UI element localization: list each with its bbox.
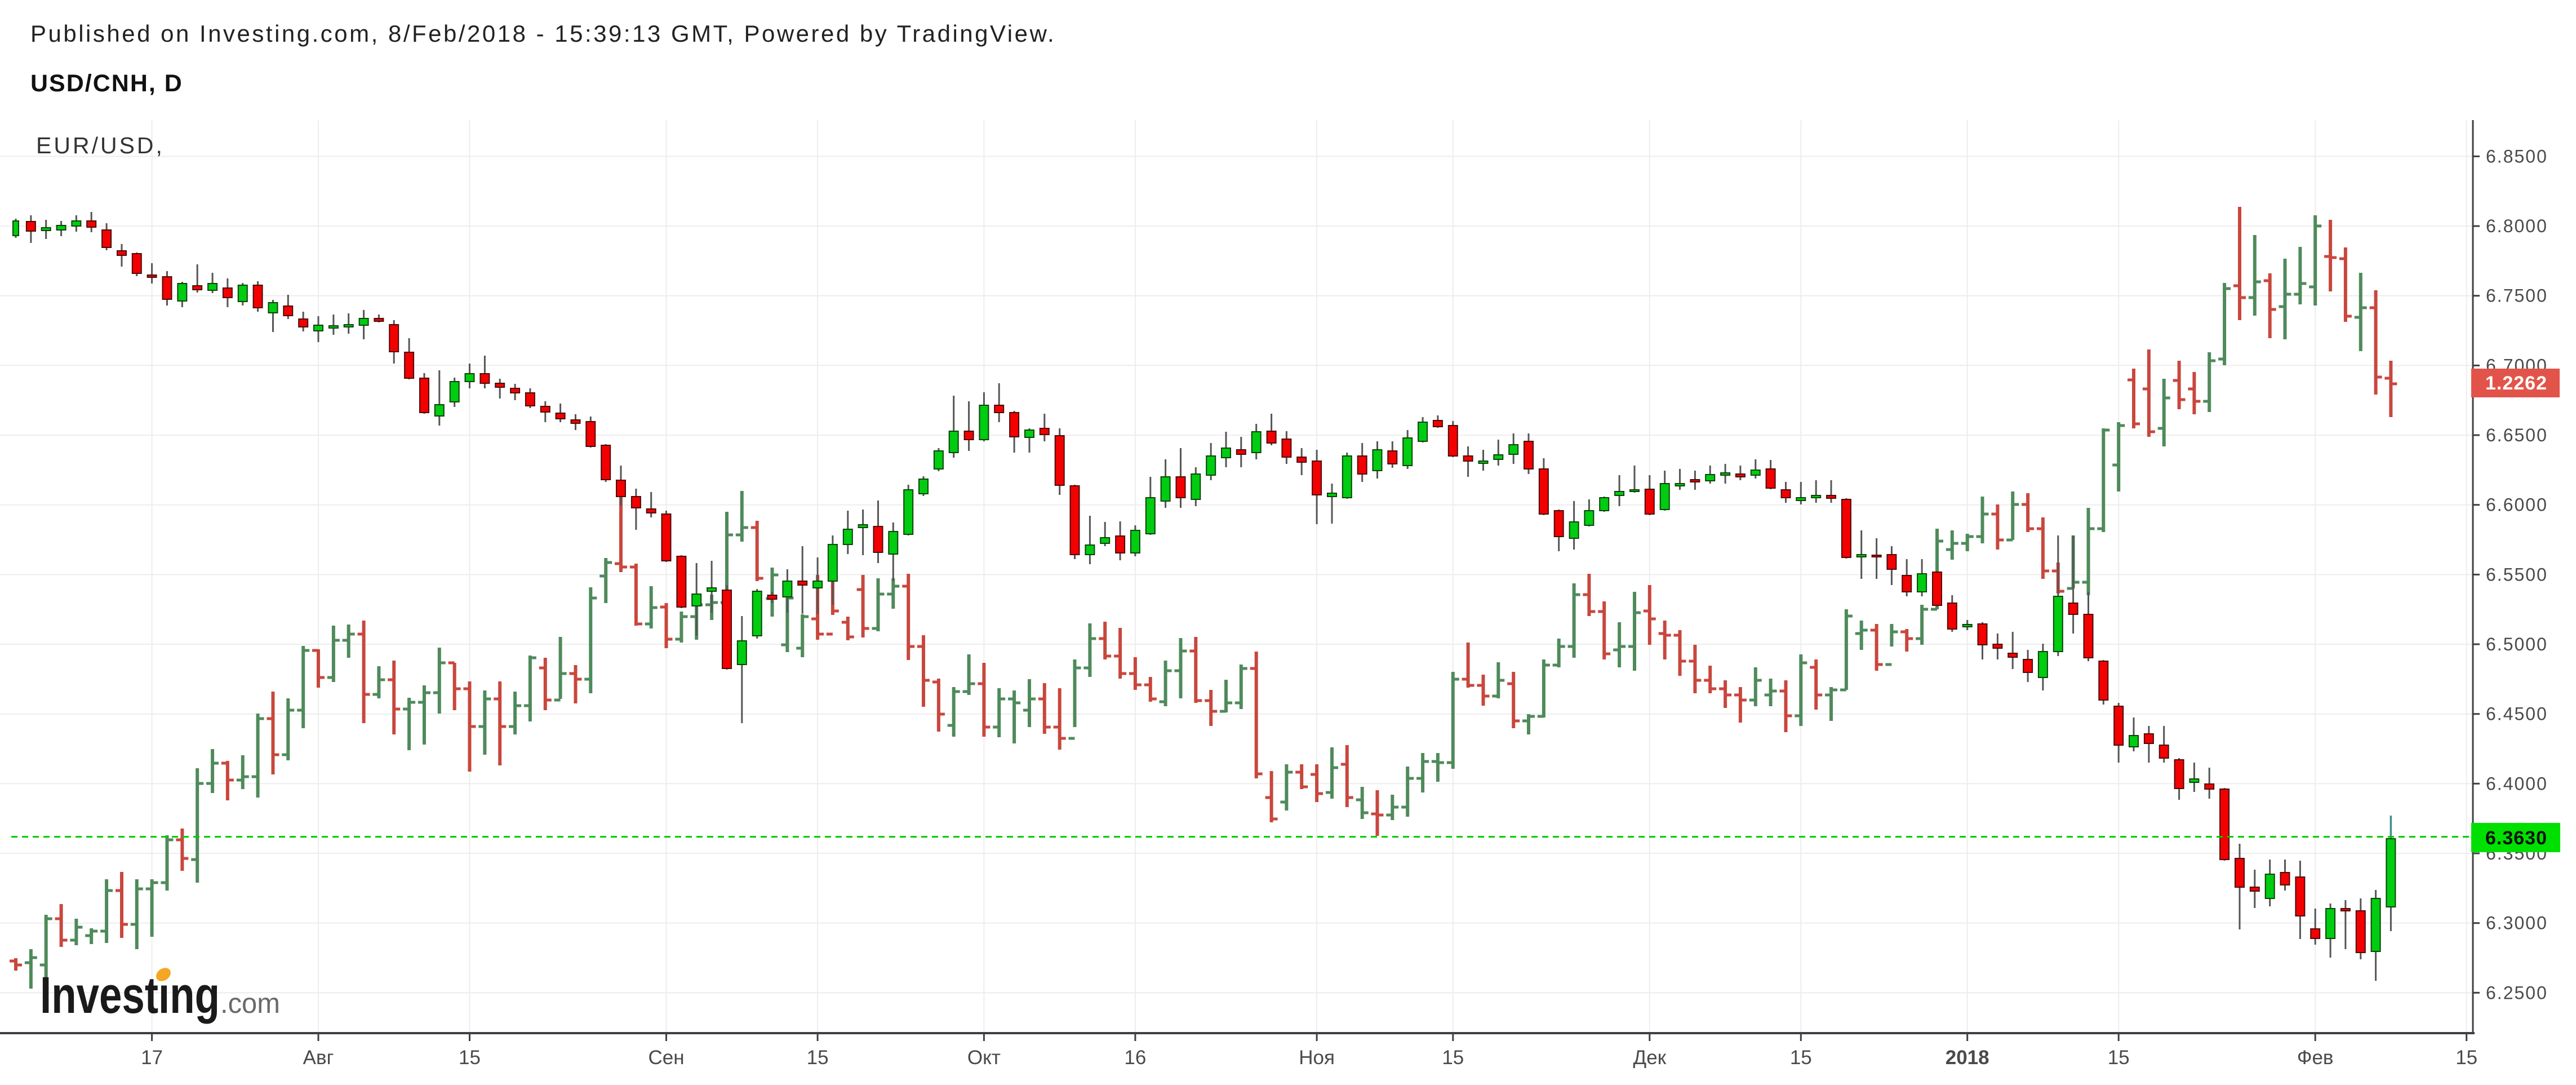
svg-text:15: 15 (2455, 1047, 2477, 1069)
svg-text:6.4000: 6.4000 (2486, 773, 2548, 794)
svg-text:6.6500: 6.6500 (2486, 425, 2548, 445)
svg-text:15: 15 (2108, 1047, 2130, 1069)
svg-text:15: 15 (459, 1047, 481, 1069)
svg-text:15: 15 (807, 1047, 829, 1069)
svg-text:.com: .com (220, 987, 280, 1019)
svg-text:6.8500: 6.8500 (2486, 146, 2548, 166)
svg-text:EUR/USD,: EUR/USD, (36, 132, 165, 158)
svg-text:1.2262: 1.2262 (2485, 373, 2547, 394)
svg-text:Ноя: Ноя (1299, 1047, 1335, 1069)
svg-text:Фев: Фев (2297, 1047, 2334, 1069)
svg-text:15: 15 (1442, 1047, 1464, 1069)
svg-text:Авг: Авг (303, 1047, 334, 1069)
svg-text:6.3000: 6.3000 (2486, 913, 2548, 933)
svg-text:6.8000: 6.8000 (2486, 216, 2548, 236)
svg-text:6.2500: 6.2500 (2486, 982, 2548, 1003)
svg-text:Published on Investing.com, 8/: Published on Investing.com, 8/Feb/2018 -… (30, 20, 1056, 47)
svg-text:6.3630: 6.3630 (2485, 827, 2547, 849)
svg-text:6.5000: 6.5000 (2486, 634, 2548, 654)
svg-text:Окт: Окт (967, 1047, 1001, 1069)
svg-text:15: 15 (1790, 1047, 1812, 1069)
svg-text:2018: 2018 (1946, 1047, 1989, 1069)
svg-text:Investing: Investing (40, 967, 220, 1024)
svg-text:17: 17 (141, 1047, 163, 1069)
svg-text:6.4500: 6.4500 (2486, 704, 2548, 724)
svg-text:6.6000: 6.6000 (2486, 495, 2548, 515)
svg-text:Дек: Дек (1633, 1047, 1667, 1069)
svg-text:Сен: Сен (648, 1047, 684, 1069)
svg-text:6.5500: 6.5500 (2486, 564, 2548, 584)
svg-text:USD/CNH, D: USD/CNH, D (30, 70, 183, 97)
svg-text:6.7500: 6.7500 (2486, 286, 2548, 306)
svg-text:16: 16 (1124, 1047, 1146, 1069)
